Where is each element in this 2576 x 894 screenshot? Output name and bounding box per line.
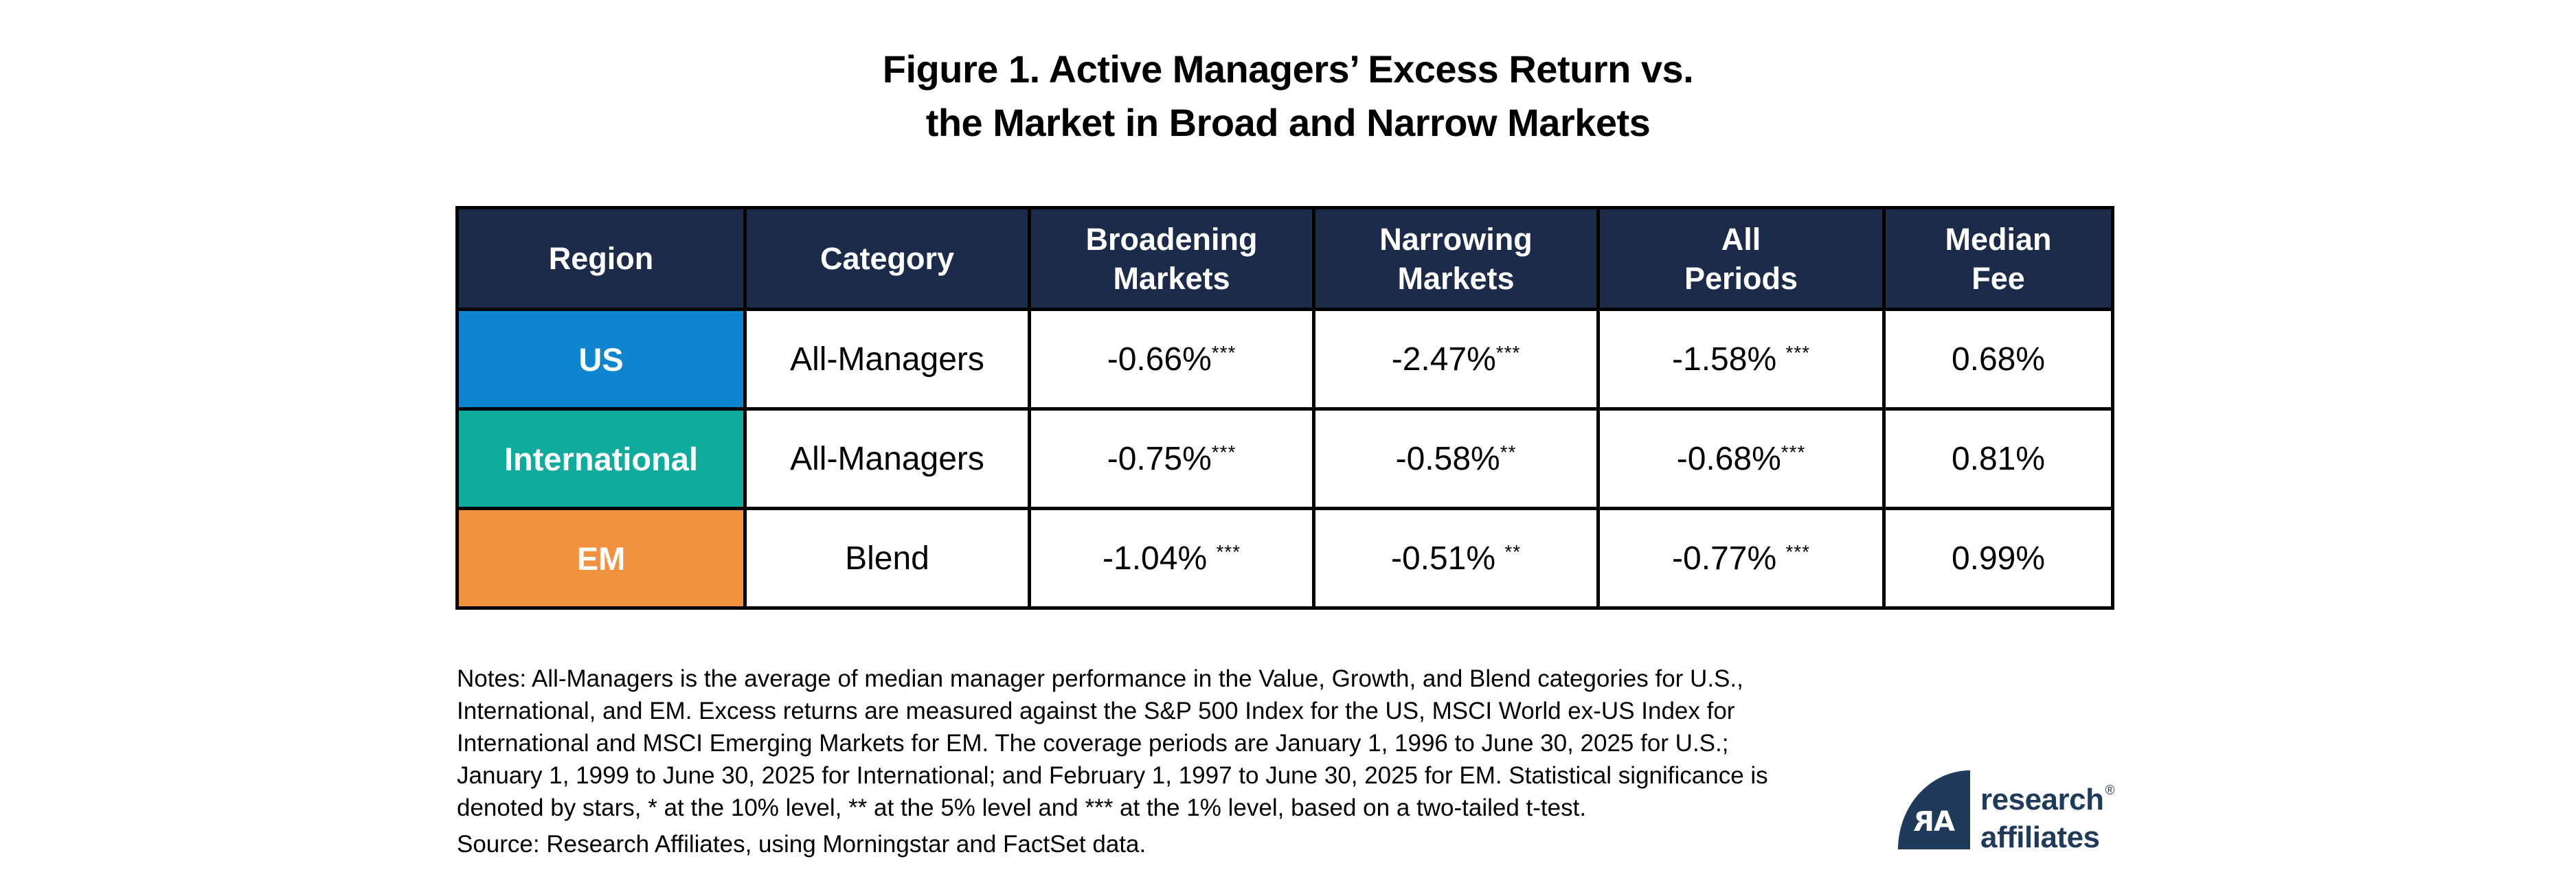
source-text: Source: Research Affiliates, using Morni… bbox=[457, 831, 1146, 858]
significance-stars: ** bbox=[1504, 541, 1522, 563]
narrowing-value-cell: -0.58%** bbox=[1312, 407, 1600, 510]
ra-quarter-circle-icon: R A bbox=[1898, 770, 1970, 849]
logo-wordmark-line2: affiliates bbox=[1980, 821, 2100, 854]
logo-wordmark-line1: research ® bbox=[1980, 783, 2114, 816]
header-category: Category bbox=[743, 206, 1031, 311]
table-row-international: International All-Managers -0.75%*** -0.… bbox=[455, 407, 2114, 510]
header-narrowing-markets: Narrowing Markets bbox=[1312, 206, 1600, 311]
significance-stars: *** bbox=[1216, 541, 1241, 563]
significance-stars: *** bbox=[1211, 442, 1236, 463]
all-periods-value-cell: -0.68%*** bbox=[1596, 407, 1886, 510]
header-row: Region Category Broadening Markets Narrow… bbox=[455, 206, 2114, 311]
notes-line: denoted by stars, * at the 10% level, **… bbox=[457, 794, 1587, 821]
header-region: Region bbox=[455, 206, 747, 311]
broadening-value-cell: -0.66%*** bbox=[1028, 308, 1315, 411]
all-periods-value-cell: -0.77% *** bbox=[1596, 507, 1886, 610]
narrowing-value-cell: -2.47%*** bbox=[1312, 308, 1600, 411]
significance-stars: *** bbox=[1785, 342, 1810, 364]
significance-stars: *** bbox=[1781, 442, 1806, 463]
median-fee-cell: 0.81% bbox=[1882, 407, 2114, 510]
results-table: Region Category Broadening Markets Narrow… bbox=[455, 206, 2114, 610]
median-fee-cell: 0.99% bbox=[1882, 507, 2114, 610]
broadening-value-cell: -0.75%*** bbox=[1028, 407, 1315, 510]
header-median-fee: Median Fee bbox=[1882, 206, 2114, 311]
significance-stars: *** bbox=[1785, 541, 1810, 563]
category-cell: All-Managers bbox=[743, 308, 1031, 411]
registered-trademark-icon: ® bbox=[2105, 783, 2114, 798]
figure-title-line2: the Market in Broad and Narrow Markets bbox=[925, 101, 1651, 144]
table-row-us: US All-Managers -0.66%*** -2.47%*** -1.5… bbox=[455, 308, 2114, 411]
broadening-value-cell: -1.04% *** bbox=[1028, 507, 1315, 610]
significance-stars: *** bbox=[1495, 342, 1521, 364]
ra-monogram-a: A bbox=[1934, 806, 1955, 838]
ra-monogram-mirrored-r: R bbox=[1913, 806, 1934, 838]
significance-stars: *** bbox=[1211, 342, 1236, 364]
region-cell: EM bbox=[455, 507, 747, 610]
median-fee-cell: 0.68% bbox=[1882, 308, 2114, 411]
notes-line: Notes: All-Managers is the average of me… bbox=[457, 665, 1743, 692]
all-periods-value-cell: -1.58% *** bbox=[1596, 308, 1886, 411]
research-affiliates-logo: R A research ® affiliates bbox=[1898, 770, 2114, 854]
notes-line: International, and EM. Excess returns ar… bbox=[457, 698, 1735, 724]
notes-line: International and MSCI Emerging Markets … bbox=[457, 730, 1729, 757]
category-cell: All-Managers bbox=[743, 407, 1031, 510]
figure-title-line1: Figure 1. Active Managers’ Excess Return… bbox=[882, 47, 1694, 91]
figure-title: Figure 1. Active Managers’ Excess Return… bbox=[0, 43, 2576, 150]
table-row-em: EM Blend -1.04% *** -0.51% ** -0.77% ***… bbox=[455, 507, 2114, 610]
narrowing-value-cell: -0.51% ** bbox=[1312, 507, 1600, 610]
notes-text: Notes: All-Managers is the average of me… bbox=[457, 663, 1768, 824]
header-broadening-markets: Broadening Markets bbox=[1028, 206, 1315, 311]
region-cell: International bbox=[455, 407, 747, 510]
significance-stars: ** bbox=[1500, 442, 1517, 463]
notes-line: January 1, 1999 to June 30, 2025 for Int… bbox=[457, 762, 1768, 789]
region-cell: US bbox=[455, 308, 747, 411]
logo-wordmark: research ® affiliates bbox=[1980, 783, 2114, 854]
category-cell: Blend bbox=[743, 507, 1031, 610]
header-all-periods: All Periods bbox=[1596, 206, 1886, 311]
